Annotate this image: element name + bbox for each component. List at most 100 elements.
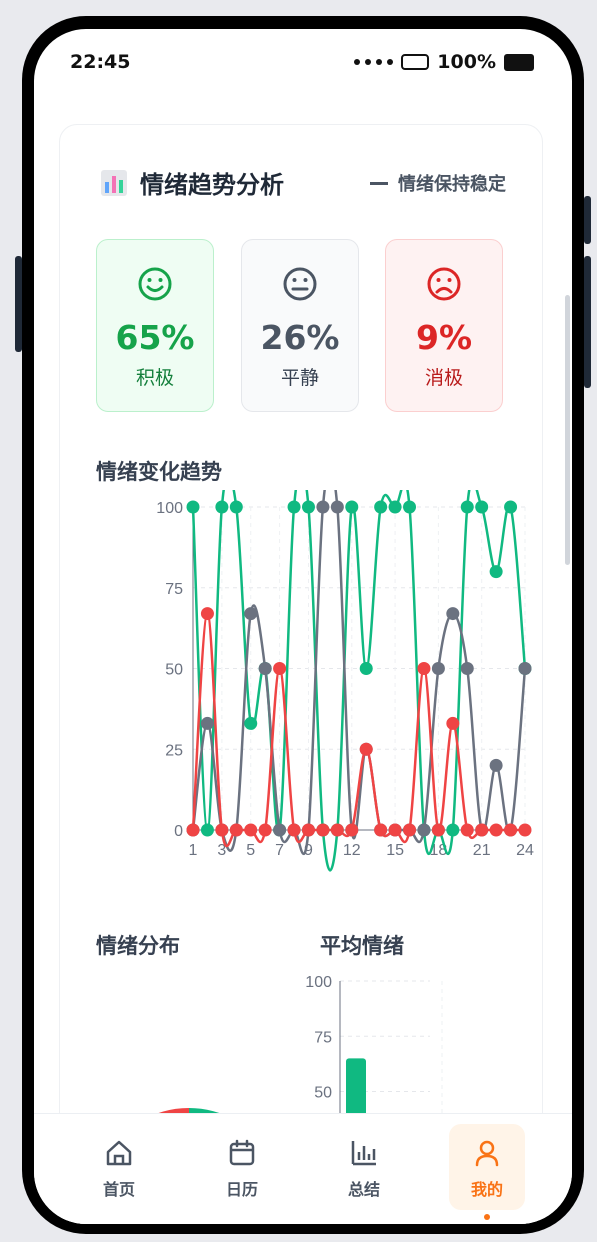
trend-title: 情绪变化趋势 — [96, 460, 222, 484]
neutral-percent: 26% — [260, 318, 340, 357]
trend-line-chart: 0 25 50 75 100 1 3 5 7 9 12 15 18 21 24 — [156, 490, 534, 872]
data-point — [186, 500, 200, 514]
battery-outline-icon — [401, 54, 430, 70]
x-tick-label: 5 — [246, 842, 255, 859]
data-point — [374, 823, 388, 837]
data-point — [316, 500, 330, 514]
negative-percent: 9% — [415, 318, 473, 357]
power-button-top — [584, 196, 591, 244]
data-point — [359, 742, 373, 756]
data-point — [229, 500, 243, 514]
battery-percent: 100% — [437, 51, 496, 73]
x-tick-label: 1 — [189, 842, 198, 859]
x-tick-label: 15 — [386, 842, 404, 859]
data-point — [388, 823, 402, 837]
y-tick-label: 0 — [174, 823, 183, 840]
neutral-label: 平静 — [280, 367, 319, 389]
data-point — [475, 500, 489, 514]
y-tick-label: 75 — [314, 1029, 332, 1046]
calendar-icon — [229, 1139, 255, 1166]
data-point — [431, 662, 445, 675]
data-point — [301, 823, 315, 837]
dash-icon — [370, 181, 388, 185]
data-point — [460, 823, 474, 837]
data-point — [460, 500, 474, 514]
data-point — [504, 500, 518, 514]
data-point — [287, 500, 301, 514]
data-point — [374, 500, 388, 514]
x-tick-label: 21 — [473, 842, 491, 859]
signal-icon — [354, 59, 394, 65]
data-point — [446, 607, 460, 621]
x-tick-label: 3 — [217, 842, 226, 859]
power-button — [584, 256, 591, 388]
average-title: 平均情绪 — [320, 934, 404, 958]
trend-analysis-card: 情绪趋势分析 情绪保持稳定 65% 积极 — [59, 124, 543, 1224]
data-point — [244, 607, 258, 621]
nav-profile[interactable]: 我的 — [449, 1124, 525, 1210]
x-tick-label: 7 — [275, 842, 284, 859]
bar-chart-icon — [101, 169, 127, 196]
positive-label: 积极 — [135, 367, 174, 389]
data-point — [244, 716, 258, 730]
smile-icon — [138, 267, 172, 301]
y-tick-label: 100 — [156, 500, 183, 517]
y-tick-label: 25 — [165, 742, 183, 759]
active-indicator — [484, 1214, 490, 1220]
stability-indicator: 情绪保持稳定 — [370, 170, 506, 196]
distribution-title: 情绪分布 — [96, 934, 180, 958]
data-point — [200, 823, 214, 837]
data-point — [287, 823, 301, 837]
data-point — [403, 500, 417, 514]
data-point — [388, 500, 402, 514]
nav-calendar[interactable]: 日历 — [204, 1124, 280, 1210]
data-point — [244, 823, 258, 837]
y-tick-label: 50 — [165, 662, 183, 679]
user-icon — [475, 1140, 499, 1167]
data-point — [359, 662, 373, 675]
positive-percent: 65% — [115, 318, 195, 357]
nav-home[interactable]: 首页 — [81, 1124, 157, 1210]
scrollbar[interactable] — [565, 295, 570, 565]
data-point — [446, 716, 460, 730]
data-point — [258, 662, 272, 675]
neutral-face-icon — [283, 267, 317, 301]
data-point — [518, 823, 532, 837]
data-point — [186, 823, 200, 837]
y-tick-label: 75 — [165, 581, 183, 598]
negative-stat-card: 9% 消极 — [385, 239, 503, 412]
nav-calendar-label: 日历 — [225, 1180, 258, 1199]
data-point — [200, 607, 214, 621]
battery-icon — [504, 53, 534, 71]
data-point — [417, 662, 431, 675]
data-point — [258, 823, 272, 837]
data-point — [403, 823, 417, 837]
series-line-1 — [191, 490, 527, 856]
negative-label: 消极 — [424, 367, 463, 389]
status-bar: 22:45 100% — [34, 29, 572, 93]
data-point — [489, 565, 503, 579]
nav-summary[interactable]: 总结 — [326, 1124, 402, 1210]
data-point — [504, 823, 518, 837]
data-point — [200, 716, 214, 730]
data-point — [229, 823, 243, 837]
neutral-stat-card: 26% 平静 — [241, 239, 359, 412]
x-tick-label: 12 — [343, 842, 361, 859]
x-tick-label: 18 — [429, 842, 447, 859]
data-point — [345, 823, 359, 837]
y-tick-label: 50 — [314, 1085, 332, 1102]
data-point — [417, 823, 431, 837]
data-point — [301, 500, 315, 514]
nav-home-label: 首页 — [102, 1180, 135, 1199]
nav-profile-label: 我的 — [470, 1180, 503, 1199]
x-tick-label: 24 — [516, 842, 534, 859]
data-point — [446, 823, 460, 837]
data-point — [273, 662, 287, 675]
data-point — [489, 758, 503, 772]
nav-summary-label: 总结 — [347, 1180, 380, 1199]
data-point — [460, 662, 474, 675]
bottom-nav: 首页 日历 — [34, 1113, 572, 1224]
data-point — [215, 500, 229, 514]
data-point — [330, 500, 344, 514]
screen: 22:45 100% 情绪趋势分析 情绪保持稳定 — [34, 29, 572, 1224]
